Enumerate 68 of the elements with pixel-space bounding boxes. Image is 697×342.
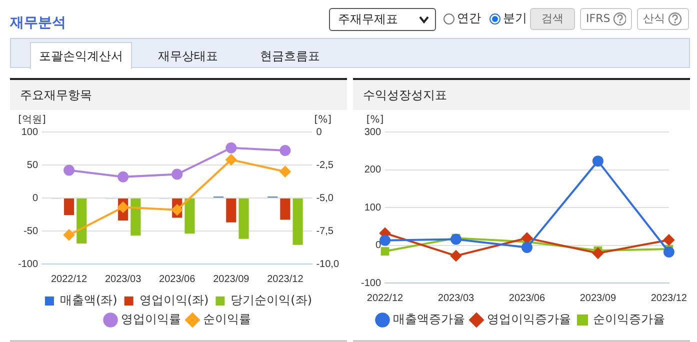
text: 재무상태표 [157,48,219,65]
y-tick-label: 300 [364,126,382,138]
x-tick-label: 2023/12 [267,274,304,285]
text: 산식 [643,11,665,27]
x-tick-label: 2023/09 [580,292,616,304]
point [592,156,604,167]
text: 주재무제표 [329,8,436,31]
y-tick-label: -100 [18,258,38,270]
text: 분기 [503,10,527,27]
chart-title: 주요재무항목 [10,80,347,110]
y2-tick-label: 0 [316,126,322,138]
x-tick-label: 2023/03 [104,274,142,285]
point [64,229,75,240]
y2-tick-label: -10,0 [316,258,340,270]
y-axis-title: [억원] [18,114,46,126]
x-tick-label: 2022/12 [366,292,404,304]
point [280,144,291,156]
y2-tick-label: -7,5 [316,226,334,237]
point [280,166,291,178]
point [380,234,391,246]
y2-tick-label: -5,0 [316,192,334,204]
text: 재무분석 [10,14,66,32]
x-tick-label: 2023/06 [159,274,196,285]
y-tick-label: -50 [24,226,38,237]
point [663,246,674,258]
y-tick-label: 200 [364,164,382,176]
text: IFRS [586,11,610,27]
text: 검색 [530,8,575,30]
legend-label: 매출액증가율 [393,312,465,326]
legend-label: 매출액(좌) [60,293,118,308]
y-tick-label: 0 [375,240,382,251]
point [64,164,75,176]
point [226,154,237,166]
y-axis-title: [%] [366,114,384,126]
point [172,168,183,180]
point [118,202,129,213]
x-tick-label: 2023/12 [650,292,688,304]
text: 연간 [457,10,481,27]
legend-label: 영업이익증가율 [487,312,571,326]
chart-title: 수익성장성지표 [353,80,690,110]
point [450,234,462,245]
y-tick-label: 100 [364,202,382,214]
y-tick-label: -100 [361,278,382,289]
legend-label: 영업이익률 [121,312,181,326]
y-tick-label: 100 [21,126,38,138]
point [521,232,532,244]
text: 현금흐름표 [259,48,321,65]
x-tick-label: 2023/06 [508,292,546,304]
legend-label: 순이익률 [203,312,251,326]
point [663,234,674,246]
y2-tick-label: -2,5 [316,160,334,171]
y2-axis-title: [%] [314,114,332,126]
y-tick-label: 0 [32,192,38,204]
point [592,248,604,259]
legend-label: 영업이익(좌) [139,293,209,308]
x-tick-label: 2023/03 [438,292,474,304]
point [172,204,183,216]
text: 포괄손익계산서 [30,42,132,69]
point [118,171,129,182]
x-tick-label: 2023/09 [213,274,250,285]
point [226,142,237,154]
point [521,242,532,254]
legend-label: 순이익증가율 [593,312,665,326]
y-tick-label: 50 [26,160,38,171]
legend-label: 당기순이익(좌) [230,293,312,308]
point [450,250,462,262]
x-tick-label: 2022/12 [50,274,88,285]
point [380,247,390,256]
